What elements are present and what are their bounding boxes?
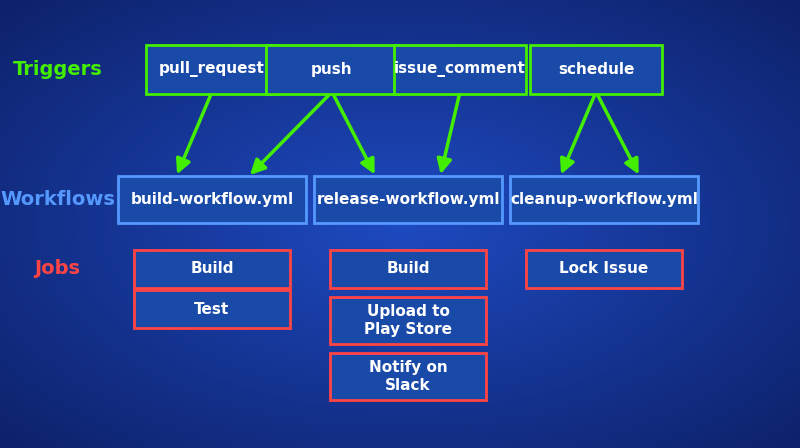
FancyBboxPatch shape: [330, 250, 486, 288]
Text: schedule: schedule: [558, 62, 634, 77]
Text: Upload to
Play Store: Upload to Play Store: [364, 304, 452, 337]
Text: issue_comment: issue_comment: [394, 61, 526, 78]
FancyBboxPatch shape: [330, 353, 486, 400]
FancyBboxPatch shape: [134, 290, 290, 328]
Text: Test: Test: [194, 302, 230, 317]
Text: pull_request: pull_request: [159, 61, 265, 78]
FancyBboxPatch shape: [394, 45, 526, 94]
Text: Triggers: Triggers: [13, 60, 102, 79]
FancyBboxPatch shape: [526, 250, 682, 288]
FancyBboxPatch shape: [118, 176, 306, 223]
FancyBboxPatch shape: [330, 297, 486, 344]
Text: Build: Build: [190, 261, 234, 276]
Text: Build: Build: [386, 261, 430, 276]
Text: Notify on
Slack: Notify on Slack: [369, 359, 447, 393]
FancyBboxPatch shape: [510, 176, 698, 223]
Text: release-workflow.yml: release-workflow.yml: [316, 192, 500, 207]
Text: Workflows: Workflows: [0, 190, 115, 209]
Text: build-workflow.yml: build-workflow.yml: [130, 192, 294, 207]
FancyBboxPatch shape: [530, 45, 662, 94]
FancyBboxPatch shape: [266, 45, 398, 94]
FancyBboxPatch shape: [146, 45, 278, 94]
FancyBboxPatch shape: [134, 250, 290, 288]
Text: Lock Issue: Lock Issue: [559, 261, 649, 276]
Text: cleanup-workflow.yml: cleanup-workflow.yml: [510, 192, 698, 207]
FancyBboxPatch shape: [314, 176, 502, 223]
Text: Jobs: Jobs: [34, 259, 81, 278]
Text: push: push: [311, 62, 353, 77]
